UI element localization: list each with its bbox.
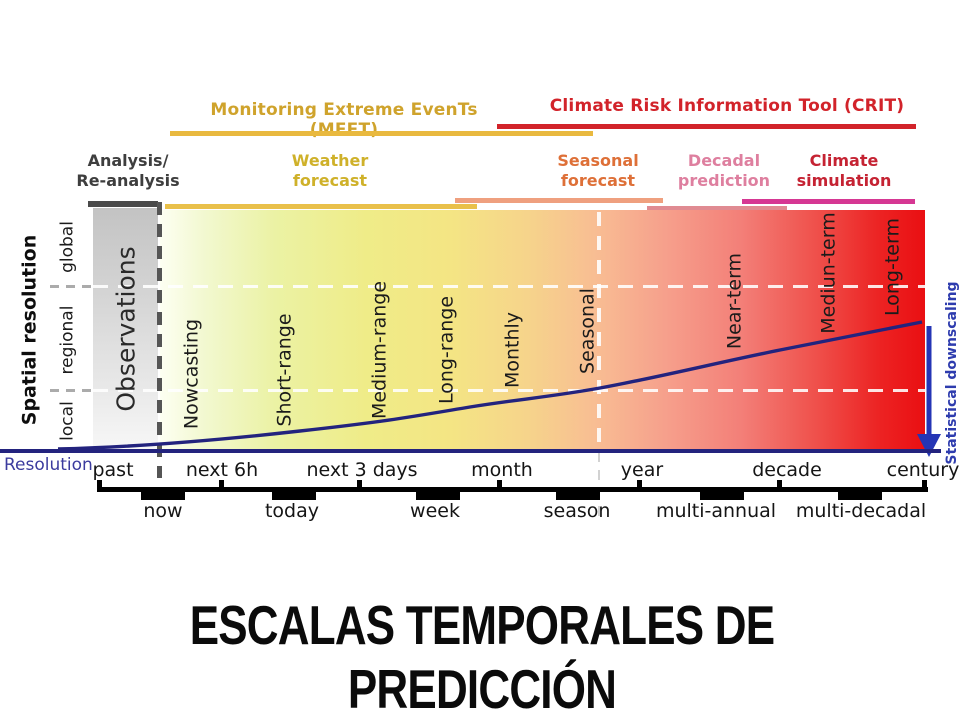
tick-next-3-days bbox=[357, 480, 362, 492]
tick-month bbox=[497, 480, 502, 492]
category-line: Re-analysis bbox=[76, 171, 180, 190]
spatial-resolution-axis-label: Spatial resolution bbox=[18, 234, 41, 426]
category-line: Decadal bbox=[687, 151, 761, 170]
category-analysis-reanalysis: Analysis/ Re-analysis bbox=[70, 151, 186, 191]
range-nowcasting-label: Nowcasting bbox=[180, 318, 203, 430]
block-multi-decadal bbox=[838, 487, 882, 500]
time-decade-label: decade bbox=[752, 459, 822, 481]
now-boundary-dashed-line bbox=[157, 202, 162, 478]
range-medium-range-label: Medium-range bbox=[368, 280, 391, 420]
category-line: simulation bbox=[796, 171, 892, 190]
time-month-label: month bbox=[471, 459, 533, 481]
tick-decade bbox=[777, 480, 782, 492]
category-decadal-prediction: Decadal prediction bbox=[666, 151, 782, 191]
timeline-start-tick bbox=[97, 480, 102, 492]
level-regional-label: regional bbox=[57, 305, 78, 375]
crit-underline-bar bbox=[497, 124, 916, 129]
time-next-3-days-label: next 3 days bbox=[306, 459, 418, 481]
time-season-label: season bbox=[543, 500, 611, 522]
time-year-label: year bbox=[620, 459, 664, 481]
block-now bbox=[141, 487, 185, 500]
meet-underline-bar bbox=[170, 131, 593, 136]
timeline-bar bbox=[97, 487, 928, 492]
range-monthly-label: Monthly bbox=[501, 311, 524, 389]
range-medium-term-label: Mediun-term bbox=[817, 212, 840, 334]
spatial-divider-dash-lower bbox=[50, 389, 92, 392]
block-season bbox=[556, 487, 600, 500]
time-week-label: week bbox=[410, 500, 460, 522]
level-local-label: local bbox=[57, 401, 78, 441]
statistical-downscaling-label: Statistical downscaling bbox=[944, 281, 960, 465]
resolution-baseline bbox=[0, 449, 941, 453]
global-regional-divider bbox=[93, 285, 925, 288]
crit-tool-label: Climate Risk Information Tool (CRIT) bbox=[549, 96, 905, 116]
tick-next-6h bbox=[219, 480, 224, 492]
category-line: forecast bbox=[292, 171, 368, 190]
spatial-divider-dash-upper bbox=[50, 285, 92, 288]
time-multi-decadal-label: multi-decadal bbox=[795, 500, 927, 522]
category-line: Climate bbox=[809, 151, 879, 170]
category-line: prediction bbox=[677, 171, 771, 190]
category-line: Seasonal bbox=[557, 151, 639, 170]
regional-local-divider bbox=[93, 389, 925, 392]
category-seasonal-forecast: Seasonal forecast bbox=[540, 151, 656, 191]
time-now-label: now bbox=[143, 500, 183, 522]
category-climate-simulation: Climate simulation bbox=[786, 151, 902, 191]
tick-century bbox=[922, 480, 927, 492]
level-global-label: global bbox=[57, 221, 78, 273]
block-week bbox=[416, 487, 460, 500]
seasonal-range-bar bbox=[455, 198, 663, 203]
range-long-range-label: Long-range bbox=[435, 295, 458, 405]
category-line: Weather bbox=[291, 151, 369, 170]
analysis-range-bar bbox=[88, 201, 158, 207]
tick-year bbox=[637, 480, 642, 492]
range-long-term-label: Long-term bbox=[881, 218, 904, 316]
category-line: forecast bbox=[560, 171, 636, 190]
range-near-term-label: Near-term bbox=[723, 252, 746, 350]
time-multi-annual-label: multi-annual bbox=[655, 500, 777, 522]
climate-range-bar bbox=[742, 199, 915, 204]
seasonal-divider-extension bbox=[598, 452, 600, 518]
category-weather-forecast: Weather forecast bbox=[272, 151, 388, 191]
block-today bbox=[272, 487, 316, 500]
slide-title: ESCALAS TEMPORALES DE PREDICCIÓN bbox=[189, 594, 775, 718]
weather-range-bar bbox=[165, 204, 477, 209]
range-seasonal-label: Seasonal bbox=[576, 288, 599, 374]
decadal-range-bar bbox=[647, 206, 787, 211]
resolution-axis-label: Resolution bbox=[4, 455, 93, 475]
block-multi-annual bbox=[700, 487, 744, 500]
time-century-label: century bbox=[886, 459, 960, 481]
time-past-label: past bbox=[92, 459, 134, 481]
observations-label: Observations bbox=[111, 246, 141, 412]
range-short-range-label: Short-range bbox=[273, 313, 296, 427]
category-line: Analysis/ bbox=[87, 151, 169, 170]
time-today-label: today bbox=[264, 500, 320, 522]
time-next-6h-label: next 6h bbox=[185, 459, 259, 481]
